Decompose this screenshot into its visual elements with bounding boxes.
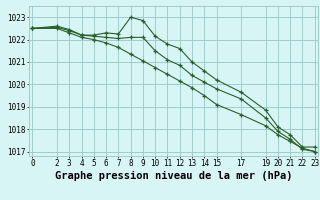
X-axis label: Graphe pression niveau de la mer (hPa): Graphe pression niveau de la mer (hPa) xyxy=(55,171,292,181)
